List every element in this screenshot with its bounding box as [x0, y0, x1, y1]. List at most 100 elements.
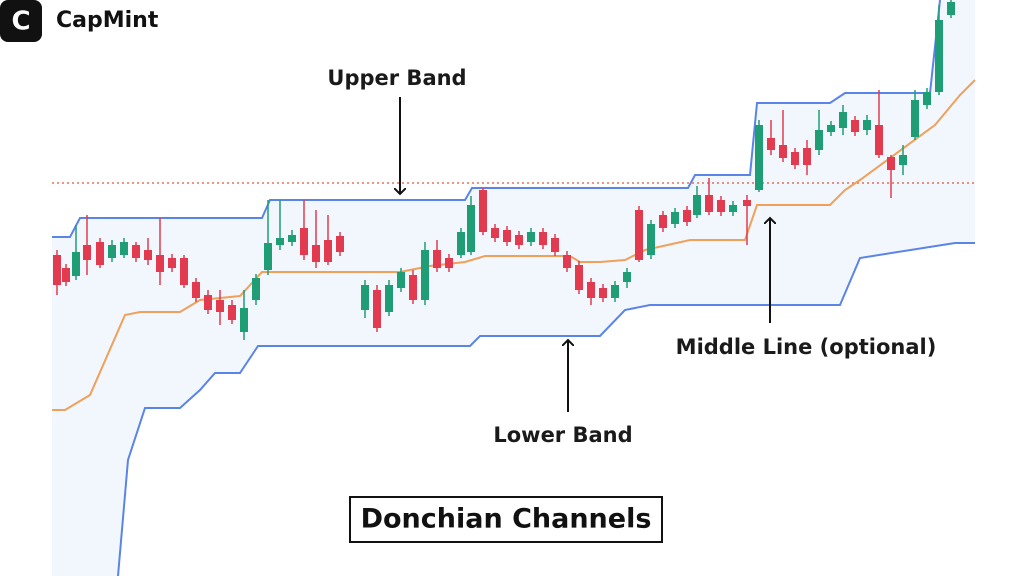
candle-body	[120, 242, 128, 255]
candle	[851, 116, 859, 136]
candles	[53, 0, 955, 340]
candle	[683, 206, 691, 226]
candle	[527, 228, 535, 246]
candle-body	[575, 265, 583, 290]
candle	[875, 90, 883, 158]
logo-icon: C	[11, 7, 30, 37]
candle-body	[683, 210, 691, 222]
candle-body	[409, 275, 417, 300]
candle	[911, 90, 919, 140]
candle	[863, 115, 871, 135]
candle	[421, 242, 429, 305]
candle-body	[479, 190, 487, 232]
candle-body	[947, 2, 955, 15]
candle	[216, 290, 224, 325]
middle-line-label: Middle Line (optional)	[676, 335, 937, 359]
candle-body	[108, 245, 116, 258]
candle-body	[421, 250, 429, 300]
candle-body	[361, 285, 369, 310]
candle-body	[385, 285, 393, 312]
candle	[240, 290, 248, 340]
upper-band-label: Upper Band	[327, 66, 466, 90]
candle	[373, 285, 381, 332]
title: Donchian Channels	[361, 504, 652, 535]
candle-body	[899, 155, 907, 165]
candle	[491, 224, 499, 242]
candle	[839, 105, 847, 135]
candle-body	[264, 243, 272, 270]
candle-body	[144, 250, 152, 260]
candle	[108, 240, 116, 262]
candle-body	[445, 258, 453, 268]
candle-body	[312, 245, 320, 262]
candle-body	[851, 120, 859, 132]
candle	[312, 210, 320, 268]
candle	[397, 268, 405, 292]
candle-body	[923, 92, 931, 105]
candle-body	[779, 145, 787, 158]
candle-body	[467, 205, 475, 252]
candle	[204, 290, 212, 314]
candle	[755, 120, 763, 192]
candle-body	[647, 224, 655, 255]
candle-body	[96, 242, 104, 265]
candle-body	[803, 148, 811, 165]
candle-body	[693, 195, 701, 215]
candle	[551, 234, 559, 256]
candle	[409, 270, 417, 304]
candle	[433, 240, 441, 272]
candle	[705, 178, 713, 215]
candle	[83, 215, 91, 275]
candle	[693, 186, 701, 218]
candle	[324, 215, 332, 265]
candle-body	[276, 238, 284, 245]
candle-body	[192, 282, 200, 298]
candle-body	[563, 255, 571, 268]
candle	[361, 280, 369, 318]
channel-fill	[52, 0, 975, 576]
candle-body	[717, 200, 725, 212]
candle	[53, 250, 61, 295]
candle-body	[743, 200, 751, 206]
candle	[671, 208, 679, 228]
candle-body	[72, 252, 80, 276]
candle-body	[911, 100, 919, 137]
candle	[515, 231, 523, 249]
candle-body	[875, 125, 883, 155]
candle	[479, 188, 487, 235]
candle	[168, 254, 176, 272]
candle-body	[551, 238, 559, 252]
candle-body	[132, 245, 140, 258]
candle-body	[729, 205, 737, 212]
candle-body	[527, 232, 535, 242]
candle	[803, 140, 811, 175]
candle	[717, 196, 725, 216]
candle-body	[336, 236, 344, 252]
candle	[264, 200, 272, 275]
candle-body	[397, 272, 405, 288]
candle-body	[935, 20, 943, 92]
candle-body	[252, 278, 260, 300]
candle-body	[180, 258, 188, 285]
candle-body	[433, 250, 441, 268]
candle	[120, 238, 128, 258]
candle	[192, 278, 200, 302]
candle	[729, 201, 737, 216]
candle	[743, 195, 751, 245]
upper-band	[52, 0, 941, 238]
candle	[288, 230, 296, 246]
lower-band-label: Lower Band	[493, 423, 632, 447]
candle	[467, 196, 475, 255]
candle	[300, 200, 308, 260]
logo-text: CapMint	[56, 8, 159, 33]
candle-body	[635, 210, 643, 260]
candle	[947, 0, 955, 18]
candle-body	[240, 308, 248, 332]
candle	[62, 264, 70, 286]
candle-body	[53, 255, 61, 285]
candle	[791, 148, 799, 169]
candle-body	[755, 125, 763, 190]
candle-body	[204, 295, 212, 310]
candle	[96, 238, 104, 268]
candle	[539, 228, 547, 249]
